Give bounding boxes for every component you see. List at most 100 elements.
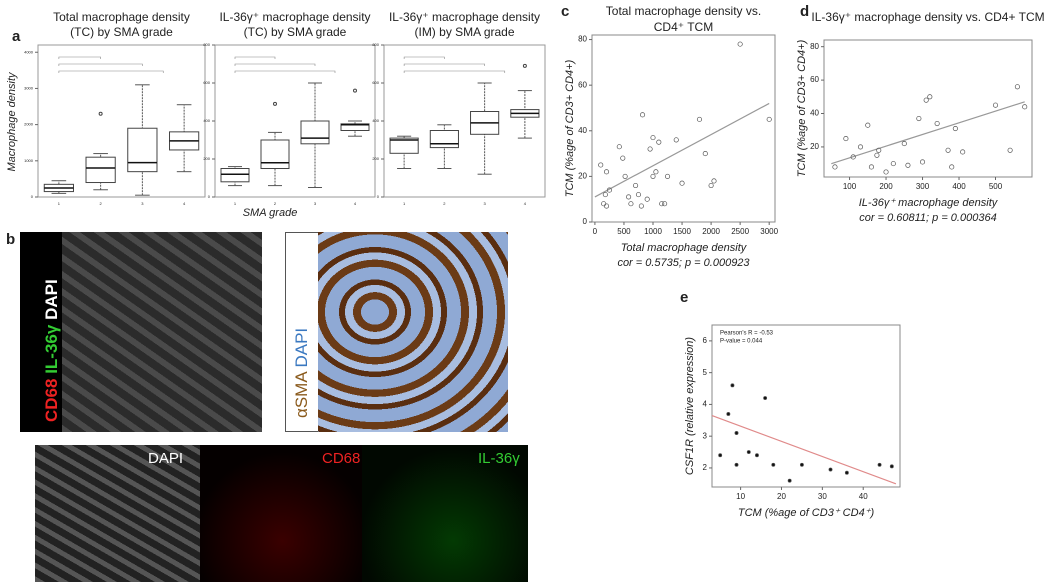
box — [127, 127, 158, 173]
point — [601, 201, 607, 207]
significance-bracket — [234, 56, 276, 59]
chart-title: CD4⁺ TCM — [654, 20, 713, 34]
point — [718, 453, 723, 458]
y-tick-label: 400 — [203, 118, 210, 123]
x-tick-label: 2 — [274, 201, 277, 206]
point — [934, 120, 940, 127]
point — [883, 169, 889, 175]
point — [603, 169, 610, 175]
panel-label: a — [12, 28, 21, 45]
x-tick-label: 3 — [141, 201, 144, 206]
chart-title: Total macrophage density — [53, 10, 190, 24]
point — [664, 173, 671, 179]
y-tick-label: 0 — [583, 217, 588, 226]
x-tick-label: 0 — [593, 227, 598, 236]
x-tick-label: 2 — [443, 201, 446, 206]
point — [828, 467, 833, 472]
y-tick-label: 600 — [372, 80, 379, 85]
point — [763, 396, 768, 401]
point — [771, 462, 776, 467]
point — [876, 147, 882, 153]
box — [340, 123, 370, 131]
point — [949, 164, 955, 170]
y-tick-label: 0 — [31, 194, 34, 199]
dapi-image — [35, 445, 200, 582]
point — [843, 136, 849, 142]
point — [602, 192, 608, 198]
point — [787, 478, 792, 483]
plot-frame — [591, 34, 776, 223]
y-axis-label: CSF1R (relative expression) — [684, 337, 696, 475]
trend-line — [711, 414, 897, 485]
x-tick-label: 2500 — [731, 227, 749, 236]
point — [734, 462, 739, 467]
channel-label: CD68 — [322, 450, 361, 467]
point — [616, 144, 622, 150]
point — [659, 201, 665, 207]
significance-bracket — [58, 70, 164, 73]
point — [1007, 147, 1013, 153]
x-tick-label: 1 — [403, 201, 406, 206]
y-tick-label: 80 — [578, 35, 587, 44]
annotation: cor = 0.5735; p = 0.000923 — [617, 257, 750, 269]
point — [857, 144, 864, 150]
chart-title: Total macrophage density vs. — [606, 4, 761, 18]
point — [696, 116, 703, 122]
x-tick-label: 10 — [736, 492, 745, 501]
point — [766, 116, 772, 122]
y-tick-label: 800 — [372, 42, 379, 47]
panel-label: c — [561, 3, 569, 20]
y-tick-label: 20 — [578, 171, 587, 180]
x-tick-label: 3 — [484, 201, 487, 206]
il36-image — [362, 445, 528, 582]
point — [638, 203, 644, 209]
point — [702, 151, 708, 157]
y-tick-label: 3000 — [24, 85, 34, 90]
annotation: cor = 0.60811; p = 0.000364 — [859, 212, 996, 224]
x-tick-label: 20 — [777, 492, 786, 501]
chart-title: (IM) by SMA grade — [414, 25, 514, 39]
point — [1022, 104, 1028, 110]
x-tick-label: 1500 — [673, 227, 691, 236]
box — [389, 137, 419, 154]
point — [850, 154, 856, 160]
point — [889, 464, 894, 469]
point — [737, 41, 743, 47]
chart-title: (TC) by SMA grade — [70, 25, 173, 39]
significance-bracket — [403, 56, 445, 59]
point — [620, 155, 626, 161]
x-tick-label: 200 — [879, 182, 893, 191]
point — [606, 187, 612, 193]
point — [635, 192, 642, 198]
y-tick-label: 60 — [578, 80, 587, 89]
point — [734, 431, 739, 435]
point — [656, 139, 662, 145]
significance-bracket — [234, 63, 316, 66]
box — [85, 156, 116, 184]
point — [673, 137, 679, 143]
point — [653, 169, 659, 175]
x-tick-label: 500 — [617, 227, 631, 236]
y-tick-label: 80 — [810, 42, 819, 51]
point — [746, 450, 751, 455]
x-tick-label: 3 — [314, 201, 317, 206]
box — [300, 120, 330, 145]
y-tick-label: 200 — [372, 156, 379, 161]
point — [633, 182, 639, 189]
point — [711, 178, 717, 184]
channel-label: IL-36γ — [478, 450, 520, 467]
point — [890, 161, 896, 167]
box — [220, 168, 250, 183]
point — [874, 152, 880, 158]
chart-title: IL-36γ⁺ macrophage density vs. CD4+ TCM — [811, 10, 1044, 24]
y-tick-label: 20 — [810, 142, 819, 151]
x-tick-label: 4 — [183, 201, 186, 206]
point — [992, 102, 999, 108]
outlier — [273, 101, 277, 106]
ihc-image — [318, 232, 508, 432]
x-tick-label: 4 — [354, 201, 357, 206]
y-tick-label: 4000 — [24, 49, 34, 54]
significance-bracket — [58, 63, 143, 66]
point — [916, 115, 922, 122]
